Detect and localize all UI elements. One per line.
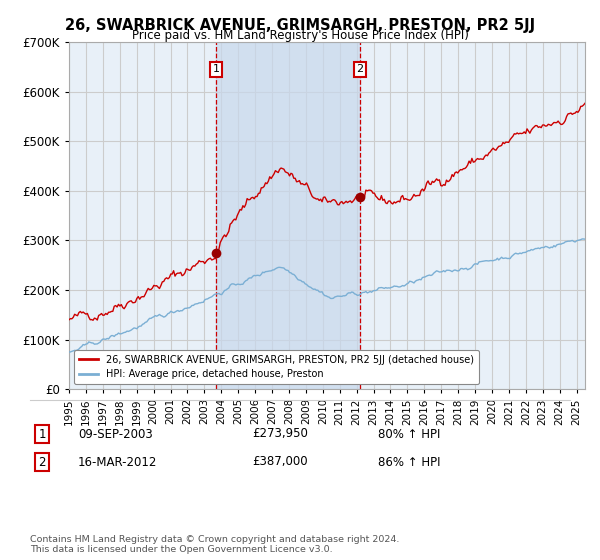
Text: £273,950: £273,950: [252, 427, 308, 441]
Text: 2: 2: [356, 64, 364, 74]
Text: 26, SWARBRICK AVENUE, GRIMSARGH, PRESTON, PR2 5JJ: 26, SWARBRICK AVENUE, GRIMSARGH, PRESTON…: [65, 18, 535, 33]
Text: £387,000: £387,000: [252, 455, 308, 469]
Text: 1: 1: [38, 427, 46, 441]
Text: 2: 2: [38, 455, 46, 469]
Text: Price paid vs. HM Land Registry's House Price Index (HPI): Price paid vs. HM Land Registry's House …: [131, 29, 469, 42]
Text: 09-SEP-2003: 09-SEP-2003: [78, 427, 153, 441]
Text: Contains HM Land Registry data © Crown copyright and database right 2024.
This d: Contains HM Land Registry data © Crown c…: [30, 535, 400, 554]
Text: 16-MAR-2012: 16-MAR-2012: [78, 455, 157, 469]
Text: 86% ↑ HPI: 86% ↑ HPI: [378, 455, 440, 469]
Legend: 26, SWARBRICK AVENUE, GRIMSARGH, PRESTON, PR2 5JJ (detached house), HPI: Average: 26, SWARBRICK AVENUE, GRIMSARGH, PRESTON…: [74, 350, 479, 384]
Bar: [216, 42, 360, 389]
Text: 80% ↑ HPI: 80% ↑ HPI: [378, 427, 440, 441]
Text: 1: 1: [212, 64, 220, 74]
